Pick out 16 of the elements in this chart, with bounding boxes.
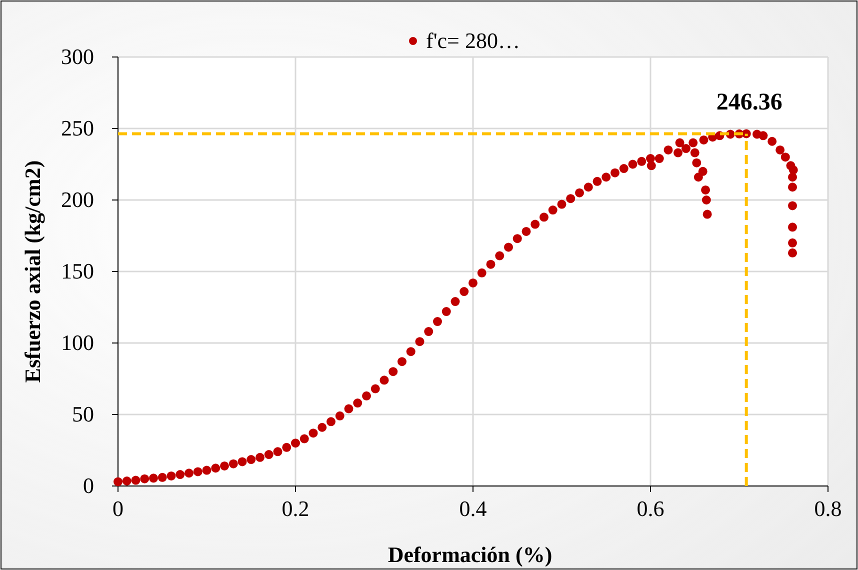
y-tick-label: 200: [61, 187, 94, 212]
x-axis-title: Deformación (%): [388, 542, 552, 567]
y-axis-title: Esfuerzo axial (kg/cm2): [20, 160, 45, 383]
x-tick-label: 0.8: [814, 496, 842, 521]
y-tick-label: 0: [83, 473, 94, 498]
legend-label: f'c= 280…: [426, 28, 520, 53]
y-tick-label: 150: [61, 258, 94, 284]
y-tick-label: 250: [61, 116, 94, 140]
x-tick-label: 0: [112, 496, 124, 521]
y-tick-label: 300: [61, 44, 94, 69]
y-tick-label: 50: [72, 402, 94, 426]
y-tick-label: 100: [61, 330, 94, 355]
x-tick-label: 0.6: [636, 496, 664, 521]
annotation: 246.36: [716, 90, 782, 116]
x-tick-label: 0.4: [459, 496, 487, 521]
x-tick-label: 0.2: [282, 496, 310, 521]
